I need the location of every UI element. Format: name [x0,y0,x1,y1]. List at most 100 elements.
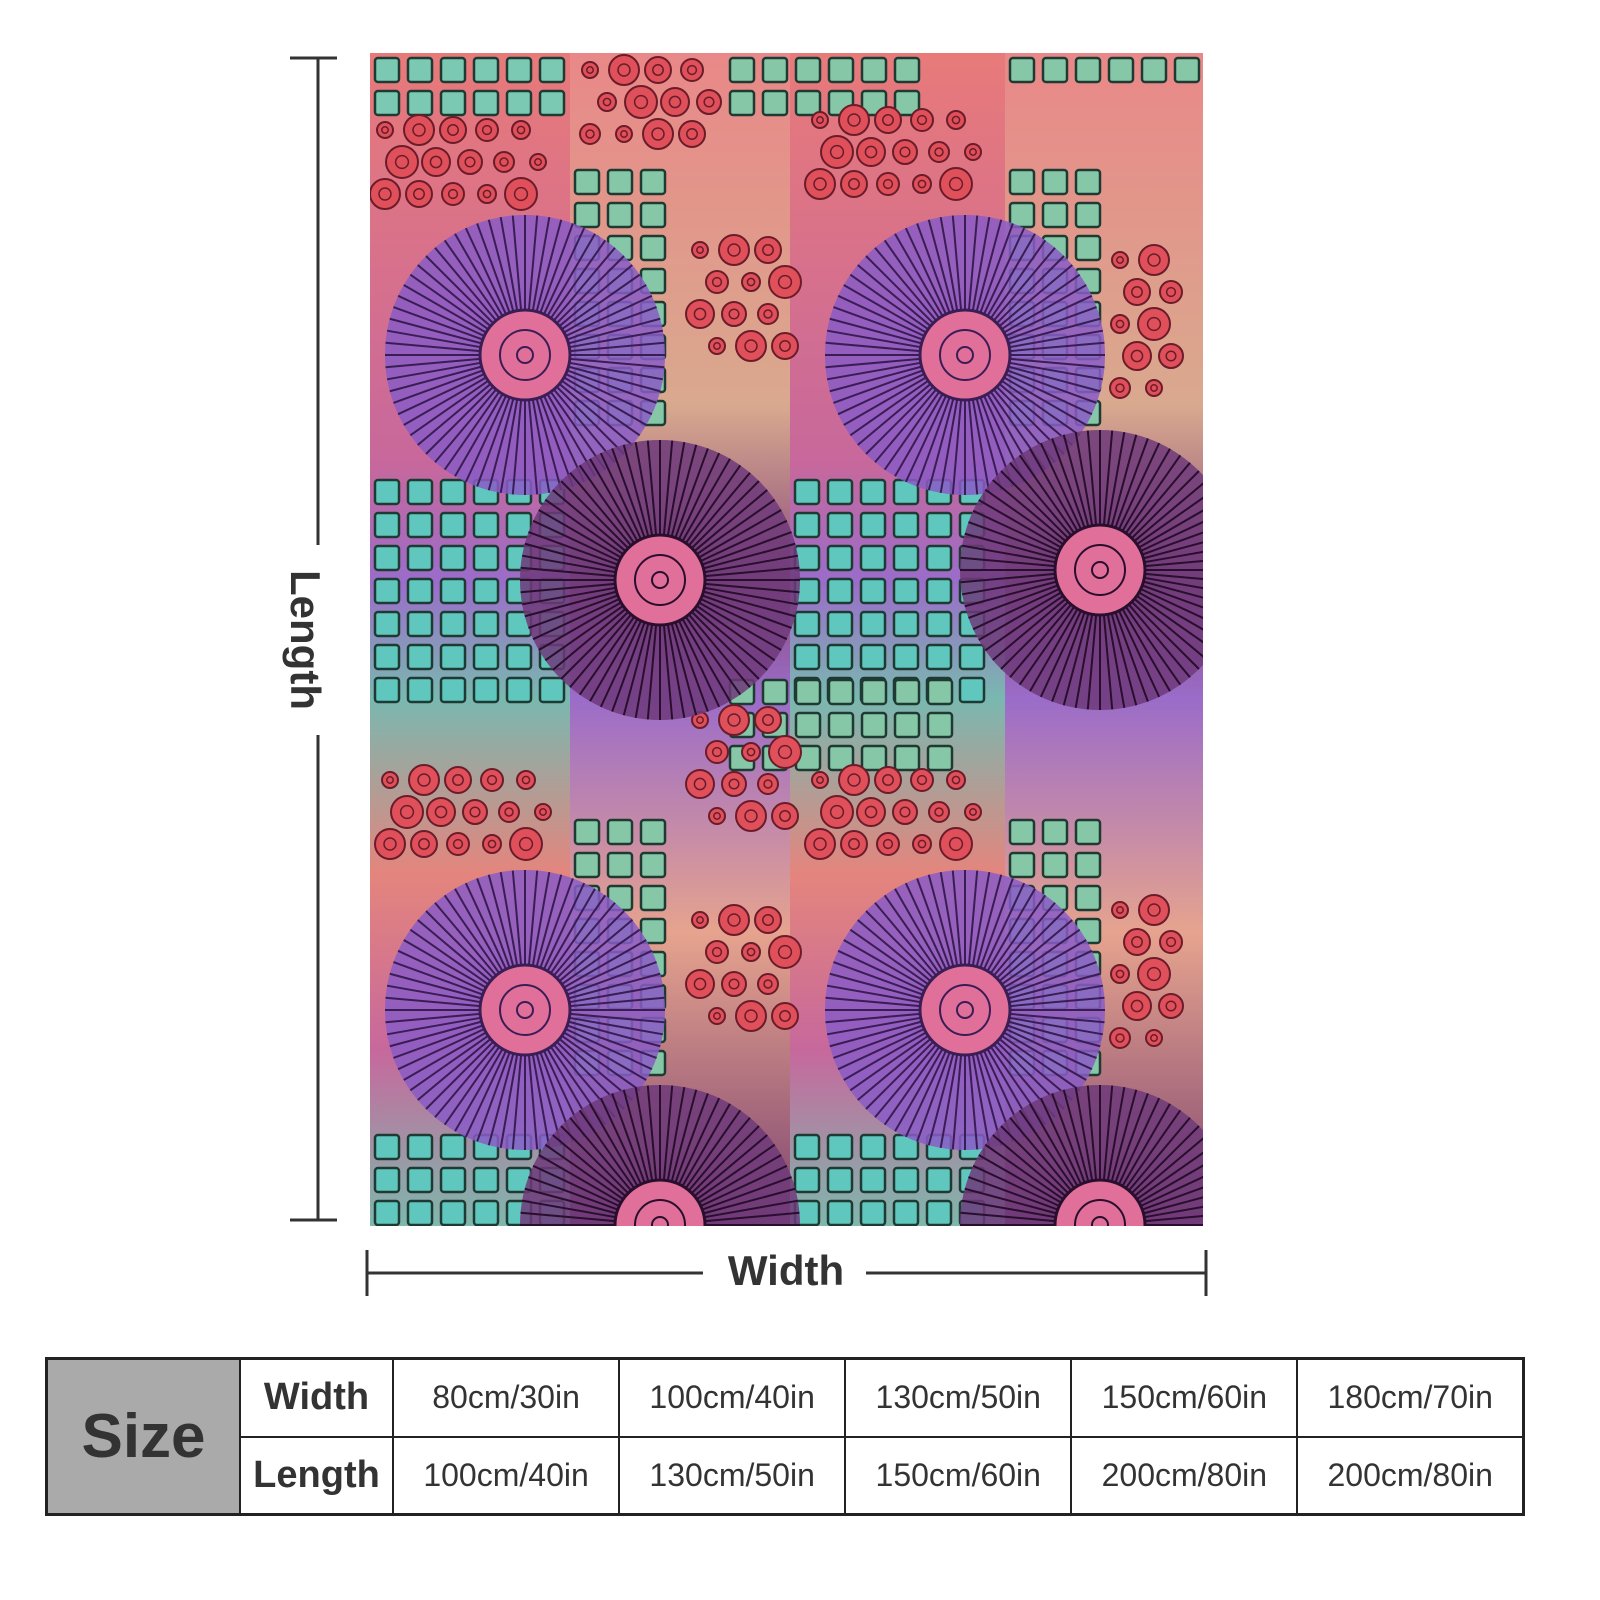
pattern-motif [705,940,729,964]
pattern-motif [874,902,937,977]
pattern-motif [681,618,731,702]
pattern-motif [1128,1117,1191,1192]
pattern-motif [425,910,494,979]
pattern-motif [973,1244,1059,1284]
pattern-motif [678,1097,721,1185]
pattern-motif [713,342,721,350]
pattern-motif [892,799,918,825]
pattern-motif [634,624,654,719]
pattern-motif [825,1012,921,1024]
pattern-motif [892,643,920,671]
pattern-motif [998,383,1073,446]
pattern-motif [1018,1109,1076,1189]
pattern-motif [568,365,661,393]
pattern-motif [666,1086,686,1181]
pattern-motif [1123,278,1151,306]
pattern-motif [951,399,963,495]
pattern-motif [383,837,397,851]
pattern-motif [648,1270,656,1330]
pattern-motif [553,388,616,463]
pattern-motif [876,172,900,196]
pattern-motif [857,1038,932,1101]
pattern-motif [700,598,788,641]
pattern-motif [535,219,563,312]
pattern-motif [813,177,827,191]
pattern-motif [961,1229,1056,1237]
pattern-motif [612,1267,644,1330]
pattern-motif [464,156,476,168]
pattern-motif [698,601,782,651]
pattern-motif [443,239,501,319]
pattern-motif [925,610,953,638]
pattern-motif [979,878,1014,969]
pattern-motif [561,1257,628,1324]
pattern-motif [967,870,979,966]
pattern-motif [1041,818,1069,846]
pattern-motif [859,1166,887,1194]
pattern-motif [859,643,887,671]
pattern-motif [406,610,434,638]
pattern-motif [1114,1093,1149,1184]
pattern-motif [996,910,1065,979]
pattern-motif [925,577,953,605]
pattern-motif [833,1024,924,1059]
pattern-motif [516,346,534,364]
pattern-motif [443,894,501,974]
pattern-motif [482,189,492,199]
pattern-motif [916,878,951,969]
pattern-motif [504,807,514,817]
pattern-motif [998,1038,1073,1101]
pattern-motif [698,1154,782,1204]
pattern-motif [685,299,715,329]
pattern-motif [874,388,937,463]
pattern-motif [385,145,419,179]
pattern-motif [826,1166,854,1194]
pattern-motif [1131,286,1143,298]
pattern-motif [925,643,953,671]
pattern-motif [1110,613,1138,706]
pattern-motif [894,393,944,477]
pattern-motif [1006,369,1097,404]
pattern-motif [1145,379,1163,397]
pattern-motif [978,499,1062,549]
pattern-motif [1008,365,1101,393]
pattern-motif [403,376,487,426]
pattern-motif [666,441,686,536]
pattern-motif [662,1085,674,1181]
pattern-motif [1141,1244,1227,1284]
pattern-motif [1074,56,1102,84]
pattern-motif [578,464,636,544]
pattern-motif [589,1103,639,1187]
pattern-motif [983,227,1026,315]
pattern-motif [984,594,1064,652]
pattern-motif [746,747,756,757]
pattern-motif [804,828,836,860]
size-cell: 100cm/40in [391,1435,621,1516]
pattern-motif [1145,1229,1240,1237]
pattern-motif [569,329,664,349]
pattern-motif [1009,984,1104,1004]
pattern-motif [563,939,647,989]
pattern-motif [553,247,616,322]
pattern-motif [975,219,1003,312]
pattern-motif [439,1199,467,1226]
pattern-motif [703,1187,796,1215]
pattern-motif [925,544,953,572]
pattern-motif [829,804,845,820]
pattern-motif [968,1176,1059,1211]
pattern-motif [1124,606,1182,686]
pattern-motif [558,264,633,327]
pattern-motif [544,1143,624,1201]
pattern-motif [1018,606,1076,686]
pattern-motif [511,870,523,966]
size-cell: 80cm/30in [391,1357,621,1438]
pattern-motif [565,1028,653,1071]
pattern-motif [509,827,543,861]
pattern-motif [1114,611,1149,702]
pattern-motif [840,170,868,198]
pattern-motif [860,711,888,739]
pattern-motif [696,1143,776,1201]
pattern-motif [892,139,918,165]
pattern-motif [735,330,767,362]
pattern-motif [735,1000,767,1032]
